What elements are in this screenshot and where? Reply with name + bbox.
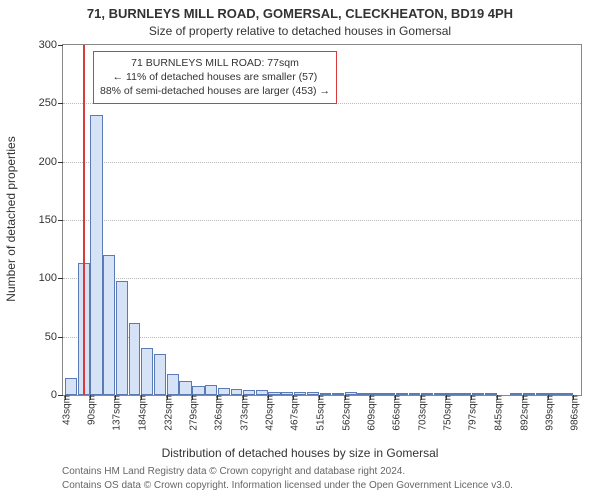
histogram-bar [357,393,369,395]
xtick-label: 939sqm [541,395,556,431]
histogram-bar [434,393,446,395]
xtick-label: 845sqm [490,395,505,431]
histogram-bar [103,255,115,395]
xtick-label: 420sqm [261,395,276,431]
ytick-label: 100 [39,272,63,284]
xtick-label: 232sqm [159,395,174,431]
xtick-label: 750sqm [439,395,454,431]
histogram-bar [383,393,395,395]
ytick-label: 250 [39,97,63,109]
xtick-label: 515sqm [312,395,327,431]
gridline [63,278,581,279]
annotation-line: ← 11% of detached houses are smaller (57… [100,70,330,84]
xtick-label: 656sqm [388,395,403,431]
histogram-bar [307,392,319,396]
histogram-bar [459,393,471,395]
histogram-bar [256,390,268,395]
histogram-bar [90,115,102,395]
xtick-label: 797sqm [464,395,479,431]
property-marker-line [83,45,85,395]
ytick-label: 50 [45,331,63,343]
histogram-bar [320,393,332,395]
histogram-bar [243,390,255,395]
xtick-label: 892sqm [515,395,530,431]
histogram-bar [141,348,153,395]
histogram-bar [154,354,166,395]
histogram-bar [332,393,344,395]
chart-container: 71, BURNLEYS MILL ROAD, GOMERSAL, CLECKH… [0,0,600,500]
xtick-label: 43sqm [57,395,72,425]
histogram-bar [294,392,306,396]
histogram-bar [268,392,280,396]
footer-line-1: Contains HM Land Registry data © Crown c… [62,466,405,477]
histogram-bar [192,386,204,395]
histogram-bar [218,388,230,395]
histogram-bar [370,393,382,395]
annotation-line: 88% of semi-detached houses are larger (… [100,84,330,98]
ytick-label: 200 [39,156,63,168]
histogram-bar [536,393,548,395]
plot-area: 05010015020025030043sqm90sqm137sqm184sqm… [62,44,582,396]
xtick-label: 609sqm [363,395,378,431]
xtick-label: 986sqm [566,395,581,431]
xtick-label: 90sqm [82,395,97,425]
histogram-bar [231,389,243,395]
histogram-bar [510,393,522,395]
histogram-bar [167,374,179,395]
y-axis-title: Number of detached properties [4,136,18,301]
gridline [63,220,581,221]
xtick-label: 562sqm [337,395,352,431]
histogram-bar [523,393,535,395]
gridline [63,162,581,163]
xtick-label: 373sqm [235,395,250,431]
ytick-label: 300 [39,39,63,51]
histogram-bar [116,281,128,395]
x-axis-title: Distribution of detached houses by size … [0,446,600,460]
xtick-label: 184sqm [133,395,148,431]
xtick-label: 326sqm [210,395,225,431]
ytick-label: 150 [39,214,63,226]
histogram-bar [205,385,217,396]
histogram-bar [446,393,458,395]
footer-line-2: Contains OS data © Crown copyright. Info… [62,480,513,491]
histogram-bar [485,393,497,395]
histogram-bar [472,393,484,395]
histogram-bar [548,393,560,395]
xtick-label: 467sqm [286,395,301,431]
histogram-bar [281,392,293,396]
histogram-bar [129,323,141,395]
histogram-bar [409,393,421,395]
xtick-label: 703sqm [413,395,428,431]
histogram-bar [65,378,77,396]
histogram-bar [179,381,191,395]
histogram-bar [345,392,357,396]
annotation-box: 71 BURNLEYS MILL ROAD: 77sqm← 11% of det… [93,51,337,104]
histogram-bar [561,393,573,395]
chart-subtitle: Size of property relative to detached ho… [0,24,600,38]
histogram-bar [396,393,408,395]
xtick-label: 137sqm [108,395,123,431]
annotation-line: 71 BURNLEYS MILL ROAD: 77sqm [100,56,330,70]
histogram-bar [421,393,433,395]
gridline [63,337,581,338]
xtick-label: 279sqm [184,395,199,431]
chart-title: 71, BURNLEYS MILL ROAD, GOMERSAL, CLECKH… [0,6,600,21]
